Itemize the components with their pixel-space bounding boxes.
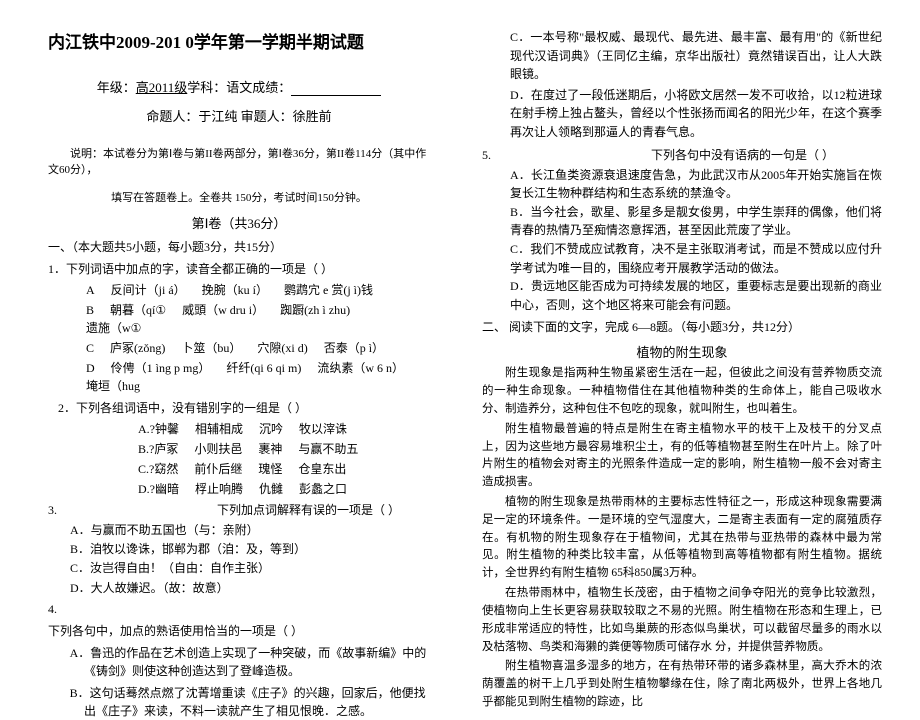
q3-option-c: C．汝岂得自由！（自由：自作主张） xyxy=(70,559,430,578)
note-line-2: 填写在答题卷上。全卷共 150分，考试时间150分钟。 xyxy=(48,189,430,205)
big-question-1: 一、（本大题共5小题，每小题3分，共15分） xyxy=(48,238,430,256)
opt-text: 瑰怪 xyxy=(258,460,282,478)
opt-text: 否泰（p ì） xyxy=(324,339,384,357)
q2-stem: 2．下列各组词语中，没有错别字的一组是（ ） xyxy=(58,399,430,417)
q5-option-d: D．贵远地区能否成为可持续发展的地区，重要标志是要出现新的商业中心，否则，这个地… xyxy=(510,277,882,314)
author-line: 命题人：于江纯 审题人：徐胜前 xyxy=(48,106,430,125)
opt-label: D xyxy=(86,359,95,377)
right-column: C．一本号称"最权威、最现代、最先进、最丰富、最有用"的《新世纪现代汉语词典》（… xyxy=(460,0,920,681)
note-line-1: 说明：本试卷分为第Ⅰ卷与第II卷两部分，第Ⅰ卷36分，第II卷114分（其中作文… xyxy=(48,145,430,177)
passage-p1: 附生现象是指两种生物虽紧密生活在一起，但彼此之间没有营养物质交流的一种生命现象。… xyxy=(482,365,882,418)
opt-text: 埯垣（hug xyxy=(86,377,140,395)
q4-option-b: B．这句话蓦然点燃了沈菁增重读《庄子》的兴趣，回家后，他便找出《庄子》来读，不料… xyxy=(84,684,430,720)
q3-text: 下列加点词解释有误的一项是（ ） xyxy=(217,503,400,517)
opt-text: 流纨素（w 6 n） xyxy=(317,359,404,377)
q4-option-c: C．一本号称"最权威、最现代、最先进、最丰富、最有用"的《新世纪现代汉语词典》（… xyxy=(510,28,882,84)
opt-text: 鹦鹉宂 e 赏(j ì)钱 xyxy=(284,281,373,299)
opt-text: 穴隙(xi d) xyxy=(257,339,307,357)
opt-text: C.?窈然 xyxy=(138,460,178,478)
q4-no: 4. xyxy=(48,600,430,618)
q3-option-a: A．与赢而不助五国也（与：亲附） xyxy=(70,521,430,540)
q1-option-a: A 反间计（ji á） 挽腕（ku í） 鹦鹉宂 e 赏(j ì)钱 xyxy=(86,281,430,299)
q2-option-d: D.?幽暗 桴止响腾 仇雠 彭蠡之口 xyxy=(138,480,430,498)
q2-option-a: A.?钟馨 相辅相成 沉吟 牧以滓诛 xyxy=(138,420,430,438)
passage-p3: 植物的附生现象是热带雨林的主要标志性特征之一，形成这种现象需要满足一定的环境条件… xyxy=(482,494,882,583)
opt-text: 仓皇东出 xyxy=(298,460,346,478)
opt-label: A xyxy=(86,281,95,299)
opt-text: 小则扶邑 xyxy=(194,440,242,458)
part1-heading: 第Ⅰ卷（共36分） xyxy=(48,213,430,232)
q3-option-d: D．大人故嫌迟。（故：故意） xyxy=(70,579,430,598)
section2-heading: 二、 阅读下面的文字，完成 6—8题。（每小题3分，共12分） xyxy=(482,318,882,336)
opt-text: 踟蹰(zh ì zhu) xyxy=(280,301,350,319)
opt-text: 挽腕（ku í） xyxy=(202,281,268,299)
opt-text: 裹神 xyxy=(258,440,282,458)
q2-option-b: B.?庐冢 小则扶邑 裹神 与赢不助五 xyxy=(138,440,430,458)
passage-p5: 附生植物喜温多湿多的地方，在有热带环带的诸多森林里，高大乔木的浓荫覆盖的树干上几… xyxy=(482,658,882,711)
q1-option-c: C 庐冢(zǒng) 卜筮（bu） 穴隙(xi d) 否泰（p ì） xyxy=(86,339,430,357)
q3-stem: 3. 下列加点词解释有误的一项是（ ） xyxy=(48,501,430,519)
grade-underline: 高2011级 xyxy=(136,80,188,95)
grade-post: 学科：语文成绩： xyxy=(187,80,291,95)
opt-text: 威頭（w dru i） xyxy=(182,301,264,319)
opt-text: 遗施（w① xyxy=(86,319,141,337)
opt-text: 桴止响腾 xyxy=(195,480,243,498)
q4-option-d: D．在度过了一段低迷期后，小将欧文居然一发不可收拾，以12粒进球在射手榜上独占鳌… xyxy=(510,86,882,142)
q5-no: 5. xyxy=(482,148,491,162)
opt-text: 伶俜（1 ìng p mg） xyxy=(111,359,211,377)
opt-text: 沉吟 xyxy=(259,420,283,438)
opt-text: 庐冢(zǒng) xyxy=(110,339,165,357)
opt-text: 彭蠡之口 xyxy=(299,480,347,498)
opt-label: C xyxy=(86,339,94,357)
opt-text: 牧以滓诛 xyxy=(299,420,347,438)
q1-option-b: B 朝暮（qí① 威頭（w dru i） 踟蹰(zh ì zhu) 遗施（w① xyxy=(86,301,430,337)
q2-option-c: C.?窈然 前仆后继 瑰怪 仓皇东出 xyxy=(138,460,430,478)
opt-text: 仇雠 xyxy=(259,480,283,498)
passage-p4: 在热带雨林中，植物生长茂密，由于植物之间争夺阳光的竞争比较激烈，使植物向上生长更… xyxy=(482,585,882,656)
q5-stem: 5. 下列各句中没有语病的一句是（ ） xyxy=(482,146,882,164)
q5-text: 下列各句中没有语病的一句是（ ） xyxy=(651,148,834,162)
opt-text: 朝暮（qí① xyxy=(110,301,166,319)
opt-text: 纤纤(qi 6 qi m) xyxy=(226,359,301,377)
opt-text: 相辅相成 xyxy=(195,420,243,438)
q5-option-a: A．长江鱼类资源衰退速度告急，为此武汉市从2005年开始实施旨在恢复长江生物种群… xyxy=(510,166,882,203)
opt-text: 前仆后继 xyxy=(194,460,242,478)
passage-title: 植物的附生现象 xyxy=(482,342,882,361)
passage-p2: 附生植物最普遍的特点是附生在寄主植物水平的枝干上及枝干的分叉点上，因为这些地方最… xyxy=(482,421,882,492)
opt-label: B xyxy=(86,301,94,319)
opt-text: 与赢不助五 xyxy=(298,440,358,458)
opt-text: 反间计（ji á） xyxy=(111,281,186,299)
opt-text: 卜筮（bu） xyxy=(181,339,241,357)
q5-option-b: B．当今社会，歌星、影星多是靓女俊男，中学生崇拜的偶像，他们将青春的热情乃至痴情… xyxy=(510,203,882,240)
q1-stem: 1．下列词语中加点的字，读音全都正确的一项是（ ） xyxy=(48,260,430,278)
q3-option-b: B．洎牧以谗诛，邯郸为郡（洎：及，等到） xyxy=(70,540,430,559)
opt-text: D.?幽暗 xyxy=(138,480,179,498)
exam-title: 内江铁中2009-201 0学年第一学期半期试题 xyxy=(48,28,430,53)
q3-no: 3. xyxy=(48,503,57,517)
opt-text: B.?庐冢 xyxy=(138,440,178,458)
q4-stem: 下列各句中，加点的熟语使用恰当的一项是（ ） xyxy=(48,622,430,640)
q4-option-a: A．鲁迅的作品在艺术创造上实现了一种突破，而《故事新编》中的《铸剑》则使这种创造… xyxy=(84,644,430,680)
q1-option-d: D 伶俜（1 ìng p mg） 纤纤(qi 6 qi m) 流纨素（w 6 n… xyxy=(86,359,430,395)
left-column: 内江铁中2009-201 0学年第一学期半期试题 年级：高2011级学科：语文成… xyxy=(0,0,460,681)
q5-option-c: C．我们不赞成应试教育，决不是主张取消考试，而是不赞成以应付升学考试为唯一目的，… xyxy=(510,240,882,277)
opt-text: A.?钟馨 xyxy=(138,420,179,438)
score-blank xyxy=(291,82,381,96)
grade-line: 年级：高2011级学科：语文成绩： xyxy=(48,77,430,96)
grade-pre: 年级： xyxy=(97,80,136,95)
